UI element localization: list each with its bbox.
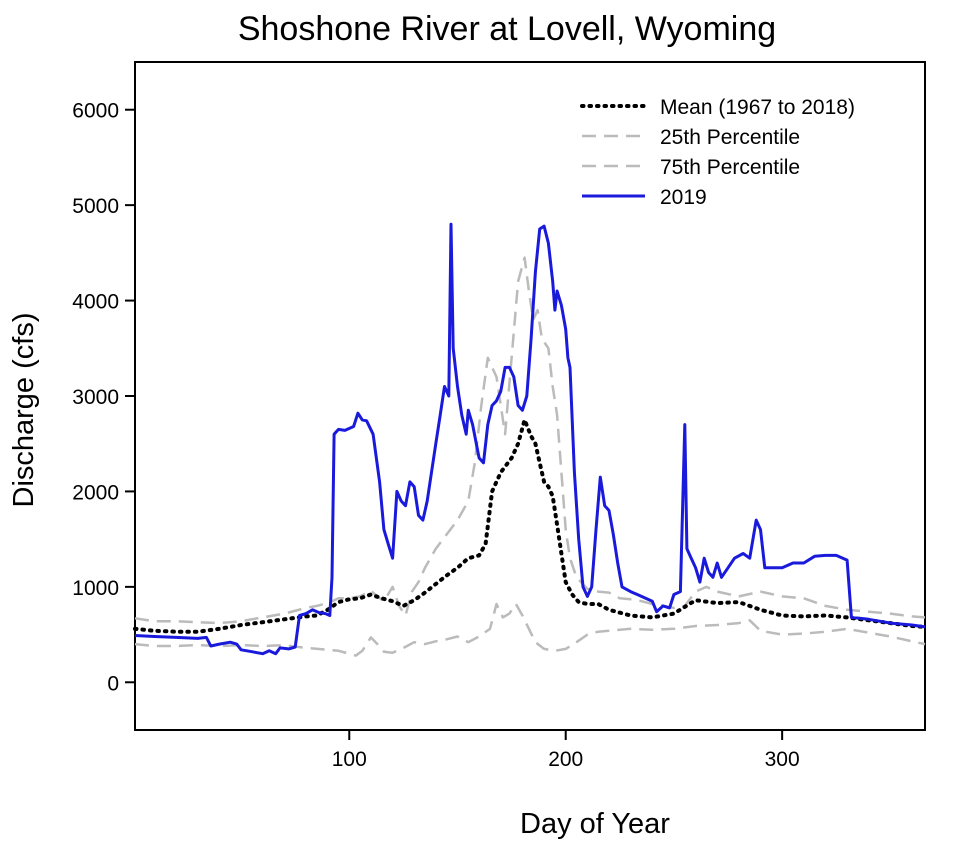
x-tick-label: 100 (332, 748, 367, 771)
y-tick-label: 2000 (72, 481, 119, 504)
x-axis-label: Day of Year (520, 808, 670, 840)
y-tick-label: 6000 (72, 100, 119, 123)
series-line-mean-1967-to-2018 (133, 417, 927, 634)
series-line-2019 (134, 222, 926, 656)
y-tick-label: 3000 (72, 386, 119, 409)
y-axis-label: Discharge (cfs) (8, 313, 40, 508)
series-line-25th-percentile (134, 602, 926, 657)
x-tick-label: 300 (765, 748, 800, 771)
y-tick-label: 4000 (72, 291, 119, 314)
legend-label-75th-percentile: 75th Percentile (660, 156, 800, 179)
y-tick-label: 0 (107, 672, 119, 695)
series-layer (133, 222, 927, 657)
legend-label-25th-percentile: 25th Percentile (660, 126, 800, 149)
chart-title: Shoshone River at Lovell, Wyoming (238, 10, 776, 48)
y-tick-label: 5000 (72, 195, 119, 218)
legend-label-mean-1967-to-2018: Mean (1967 to 2018) (660, 96, 855, 119)
y-tick-label: 1000 (72, 577, 119, 600)
legend-label-2019: 2019 (660, 186, 707, 209)
x-tick-label: 200 (548, 748, 583, 771)
x-axis: 100 200 300 (332, 730, 800, 771)
y-axis: 0 1000 2000 3000 4000 5000 6000 (72, 100, 135, 695)
series-line-75th-percentile (134, 256, 926, 625)
legend: Mean (1967 to 2018) 25th Percentile 75th P… (580, 96, 855, 209)
